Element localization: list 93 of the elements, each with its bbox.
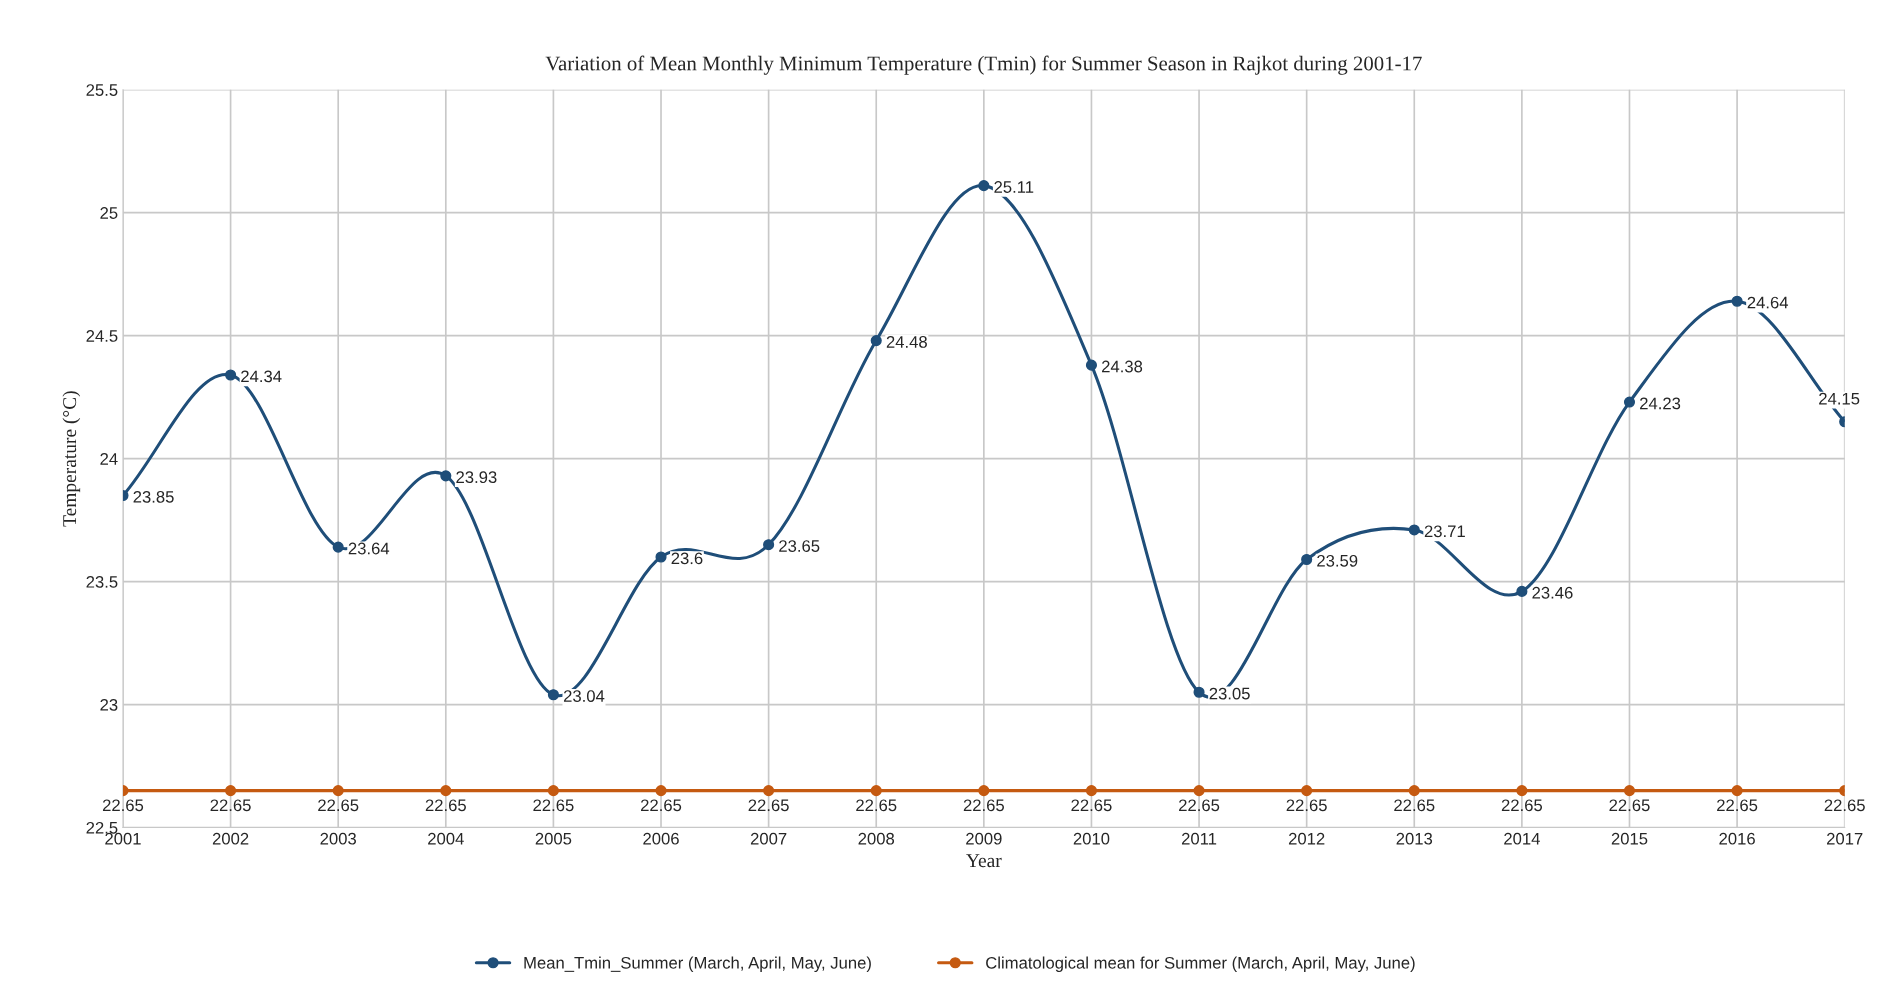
data-label: 25.11 bbox=[994, 181, 1034, 193]
data-label: 22.65 bbox=[1286, 799, 1327, 812]
data-label: 22.65 bbox=[1179, 799, 1220, 812]
data-label: 23.64 bbox=[348, 542, 390, 555]
x-tick-label: 2017 bbox=[1827, 832, 1863, 845]
y-tick-label: 25 bbox=[100, 207, 118, 219]
data-label: 22.65 bbox=[1824, 799, 1865, 812]
point bbox=[225, 369, 237, 381]
data-label: 23.93 bbox=[456, 471, 497, 484]
y-tick-label: 24 bbox=[100, 453, 118, 465]
data-label: 23.46 bbox=[1532, 586, 1573, 599]
x-tick-label: 2014 bbox=[1504, 832, 1540, 845]
data-label: 22.65 bbox=[102, 799, 144, 812]
data-label: 22.65 bbox=[748, 799, 789, 812]
point bbox=[1623, 785, 1636, 797]
data-label: 23.6 bbox=[671, 552, 703, 565]
x-tick-label: 2009 bbox=[966, 832, 1002, 845]
point bbox=[440, 470, 452, 482]
x-tick-label: 2016 bbox=[1719, 832, 1755, 845]
point bbox=[1193, 686, 1205, 698]
data-label: 22.65 bbox=[1609, 799, 1650, 812]
data-label: 22.65 bbox=[1071, 799, 1112, 812]
x-tick-label: 2013 bbox=[1396, 832, 1433, 845]
point bbox=[1085, 785, 1098, 797]
data-label: 23.59 bbox=[1317, 554, 1358, 567]
x-tick-label: 2006 bbox=[643, 832, 679, 845]
point bbox=[1623, 396, 1636, 408]
x-tick-label: 2012 bbox=[1288, 832, 1325, 845]
point bbox=[1516, 585, 1528, 597]
data-label: 24.64 bbox=[1747, 296, 1789, 309]
x-tick-label: 2010 bbox=[1073, 832, 1110, 845]
point bbox=[1408, 524, 1420, 536]
y-tick-label: 22.5 bbox=[86, 821, 118, 834]
point bbox=[655, 551, 667, 563]
data-label: 23.05 bbox=[1209, 687, 1250, 700]
chart-title: Variation of Mean Monthly Minimum Temperature (Tmin) for Summer Season in Rajkot during 2001-17 bbox=[545, 55, 1422, 75]
point bbox=[1731, 785, 1743, 797]
point bbox=[870, 785, 882, 797]
data-label: 22.65 bbox=[1501, 799, 1543, 812]
x-tick-label: 2002 bbox=[212, 832, 249, 845]
data-label: 22.65 bbox=[210, 799, 251, 812]
data-label: 22.65 bbox=[533, 799, 574, 812]
y-tick-label: 23 bbox=[100, 698, 118, 711]
data-label: 22.65 bbox=[1394, 799, 1435, 812]
data-label: 22.65 bbox=[425, 799, 466, 812]
x-tick-label: 2005 bbox=[535, 832, 572, 845]
data-label: 22.65 bbox=[641, 799, 682, 812]
point bbox=[332, 785, 344, 797]
point bbox=[978, 180, 990, 192]
point bbox=[1085, 359, 1098, 371]
data-label: 23.04 bbox=[563, 690, 605, 702]
data-label: 22.65 bbox=[1717, 799, 1758, 812]
point bbox=[1516, 785, 1528, 797]
point bbox=[655, 785, 667, 797]
x-tick-label: 2011 bbox=[1181, 832, 1217, 845]
point bbox=[1301, 785, 1313, 797]
point bbox=[763, 539, 775, 551]
x-axis-title: Year bbox=[966, 854, 1002, 868]
x-tick-label: 2007 bbox=[750, 832, 787, 845]
y-tick-label: 25.5 bbox=[86, 84, 118, 96]
point bbox=[763, 785, 775, 797]
data-label: 24.23 bbox=[1640, 397, 1681, 410]
point bbox=[547, 785, 559, 797]
x-tick-label: 2015 bbox=[1611, 832, 1648, 845]
data-label: 22.65 bbox=[963, 799, 1004, 812]
x-tick-label: 2004 bbox=[428, 832, 464, 845]
data-label: 23.65 bbox=[779, 540, 820, 552]
point bbox=[225, 785, 237, 797]
legend-label: Mean_Tmin_Summer (March, April, May, June) bbox=[524, 956, 871, 973]
point bbox=[1301, 553, 1313, 566]
x-tick-label: 2003 bbox=[320, 832, 356, 845]
point bbox=[440, 785, 452, 797]
data-label: 22.65 bbox=[856, 799, 897, 812]
data-label: 24.48 bbox=[886, 336, 927, 348]
data-label: 23.71 bbox=[1424, 525, 1465, 538]
y-tick-label: 24.5 bbox=[86, 330, 118, 342]
y-axis-title: Temperature (°C) bbox=[62, 391, 81, 527]
point bbox=[1408, 785, 1420, 797]
point bbox=[332, 541, 344, 553]
point bbox=[1731, 295, 1743, 307]
y-tick-label: 23.5 bbox=[86, 575, 118, 588]
x-tick-label: 2001 bbox=[105, 832, 141, 845]
x-tick-label: 2008 bbox=[858, 832, 895, 845]
data-label: 24.34 bbox=[241, 370, 282, 383]
data-label: 23.85 bbox=[133, 490, 174, 503]
data-label: 22.65 bbox=[318, 799, 359, 812]
point bbox=[978, 785, 990, 797]
point bbox=[1193, 785, 1205, 797]
legend-label: Climatological mean for Summer (March, April, May, June) bbox=[986, 956, 1415, 973]
data-label: 24.38 bbox=[1102, 360, 1143, 373]
point bbox=[547, 689, 559, 701]
data-label: 24.15 bbox=[1819, 392, 1860, 405]
point bbox=[870, 335, 882, 347]
